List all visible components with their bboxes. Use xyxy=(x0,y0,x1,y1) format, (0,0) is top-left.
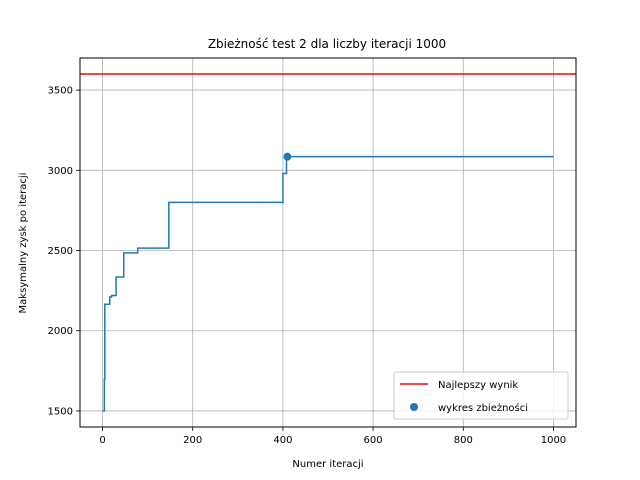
x-tick-label: 800 xyxy=(454,435,473,446)
chart-title: Zbieżność test 2 dla liczby iteracji 100… xyxy=(208,37,446,51)
x-axis-ticks: 0 200 400 600 800 1000 xyxy=(99,427,566,446)
y-axis-label: Maksymalny zysk po iteracji xyxy=(18,173,29,314)
legend-label-convergence: wykres zbieżności xyxy=(438,402,528,414)
x-tick-label: 200 xyxy=(183,435,202,446)
y-tick-label: 1500 xyxy=(48,406,73,417)
legend: Najlepszy wynik wykres zbieżności xyxy=(393,371,569,420)
convergence-point xyxy=(283,152,292,161)
convergence-line xyxy=(102,155,554,412)
x-tick-label: 1000 xyxy=(541,435,566,446)
legend-marker-convergence xyxy=(410,403,418,411)
y-tick-label: 3500 xyxy=(48,86,73,97)
y-tick-label: 2500 xyxy=(48,246,73,257)
y-axis-ticks: 1500 2000 2500 3000 3500 xyxy=(48,86,80,417)
y-tick-label: 3000 xyxy=(48,166,73,177)
plot-series xyxy=(80,73,576,412)
x-tick-label: 0 xyxy=(99,435,105,446)
x-tick-label: 600 xyxy=(364,435,383,446)
legend-label-best: Najlepszy wynik xyxy=(438,380,518,391)
legend-box xyxy=(393,371,569,420)
x-tick-label: 400 xyxy=(273,435,292,446)
y-tick-label: 2000 xyxy=(48,326,73,337)
plot-frame xyxy=(79,57,577,428)
grid xyxy=(80,58,576,427)
x-axis-label: Numer iteracji xyxy=(292,459,363,470)
